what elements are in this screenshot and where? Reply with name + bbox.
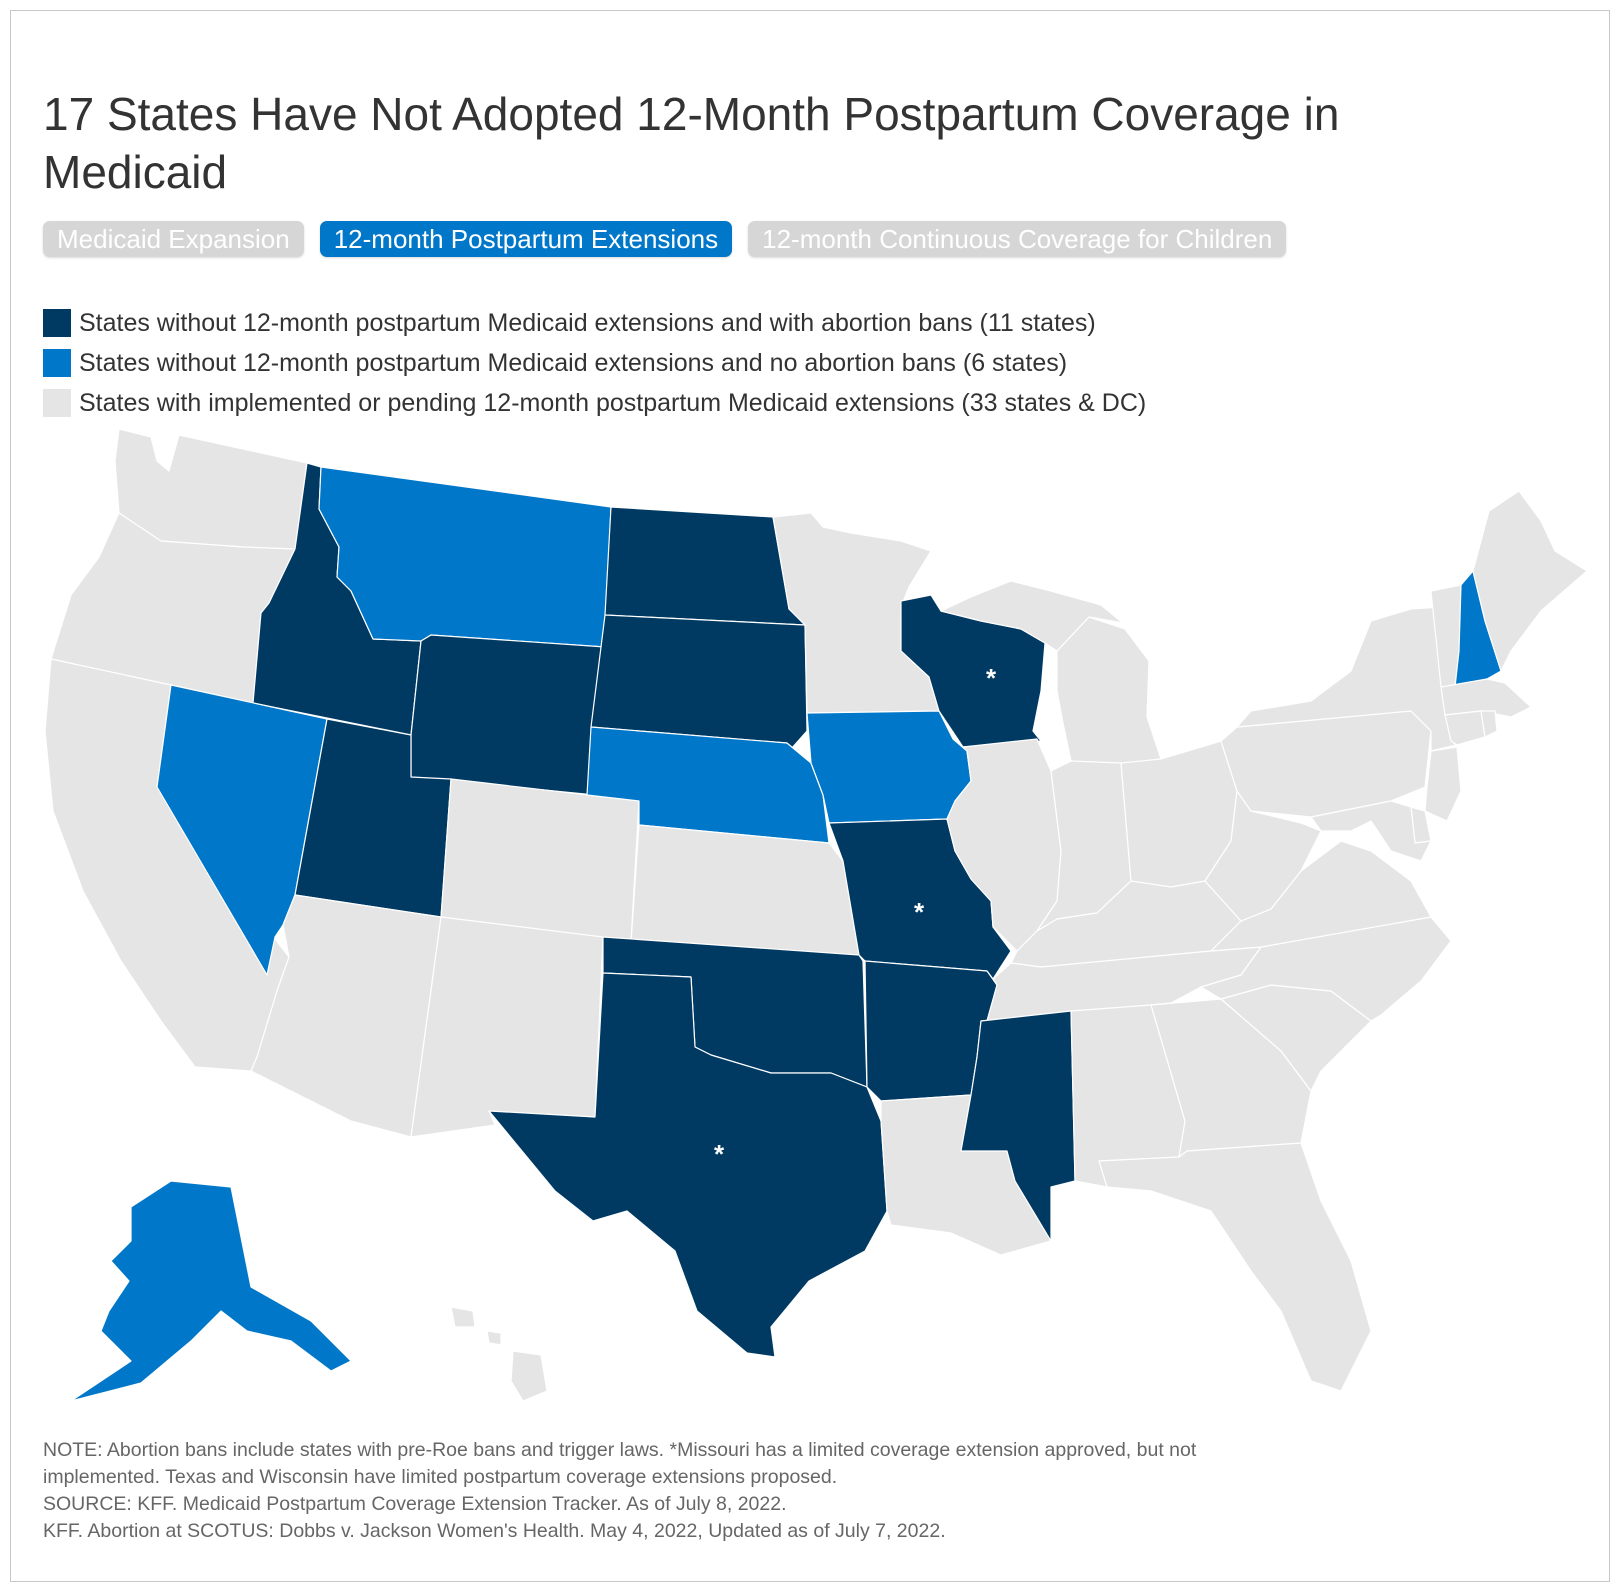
state-kansas[interactable] <box>630 824 860 956</box>
state-florida[interactable] <box>1098 1142 1372 1392</box>
state-maine[interactable] <box>1472 490 1588 672</box>
state-alaska[interactable] <box>70 1180 352 1402</box>
page-title: 17 States Have Not Adopted 12-Month Post… <box>43 88 1340 198</box>
state-maryland[interactable] <box>1310 800 1432 862</box>
legend-label-extended: States with implemented or pending 12-mo… <box>79 388 1147 417</box>
asterisk-missouri: * <box>914 897 925 927</box>
state-south-dakota[interactable] <box>590 614 808 750</box>
state-michigan[interactable] <box>1056 616 1162 768</box>
state-west-virginia[interactable] <box>1204 790 1322 922</box>
legend-swatch-noban <box>43 349 71 377</box>
state-hawaii-small[interactable] <box>486 1330 502 1346</box>
notes: NOTE: Abortion bans include states with … <box>43 1437 1403 1545</box>
tab-postpartum-extensions[interactable]: 12-month Postpartum Extensions <box>319 221 733 257</box>
note-line: SOURCE: KFF. Medicaid Postpartum Coverag… <box>43 1493 787 1515</box>
state-texas[interactable] <box>488 972 888 1358</box>
legend-label-ban: States without 12-month postpartum Medic… <box>79 308 1096 337</box>
note-line: NOTE: Abortion bans include states with … <box>43 1439 1197 1461</box>
state-pennsylvania[interactable] <box>1220 710 1432 818</box>
state-new-jersey[interactable] <box>1424 746 1462 822</box>
legend: States without 12-month postpartum Medic… <box>43 303 1146 423</box>
note-line: KFF. Abortion at SCOTUS: Dobbs v. Jackso… <box>43 1520 946 1542</box>
state-iowa[interactable] <box>806 710 972 824</box>
state-colorado[interactable] <box>440 778 640 942</box>
state-michigan-up[interactable] <box>940 580 1124 652</box>
state-hawaii-big[interactable] <box>510 1350 548 1402</box>
note-line: implemented. Texas and Wisconsin have li… <box>43 1466 838 1488</box>
asterisk-wisconsin: * <box>986 663 997 693</box>
state-new-mexico[interactable] <box>410 916 604 1138</box>
legend-item-ban: States without 12-month postpartum Medic… <box>43 303 1146 343</box>
chart-frame: 17 States Have Not Adopted 12-Month Post… <box>10 10 1610 1582</box>
tab-continuous-coverage-children[interactable]: 12-month Continuous Coverage for Childre… <box>748 221 1287 257</box>
state-hawaii-mid[interactable] <box>450 1306 476 1328</box>
legend-swatch-ban <box>43 309 71 337</box>
state-wyoming[interactable] <box>410 634 606 796</box>
view-tabs: Medicaid Expansion 12-month Postpartum E… <box>43 221 1287 257</box>
legend-item-noban: States without 12-month postpartum Medic… <box>43 343 1146 383</box>
asterisk-texas: * <box>714 1139 725 1169</box>
us-map: * * * <box>44 428 1588 1402</box>
legend-label-noban: States without 12-month postpartum Medic… <box>79 348 1068 377</box>
state-rhode-island[interactable] <box>1480 710 1498 738</box>
legend-swatch-extended <box>43 389 71 417</box>
legend-item-extended: States with implemented or pending 12-mo… <box>43 383 1146 423</box>
state-connecticut[interactable] <box>1444 710 1486 746</box>
tab-medicaid-expansion[interactable]: Medicaid Expansion <box>43 221 304 257</box>
